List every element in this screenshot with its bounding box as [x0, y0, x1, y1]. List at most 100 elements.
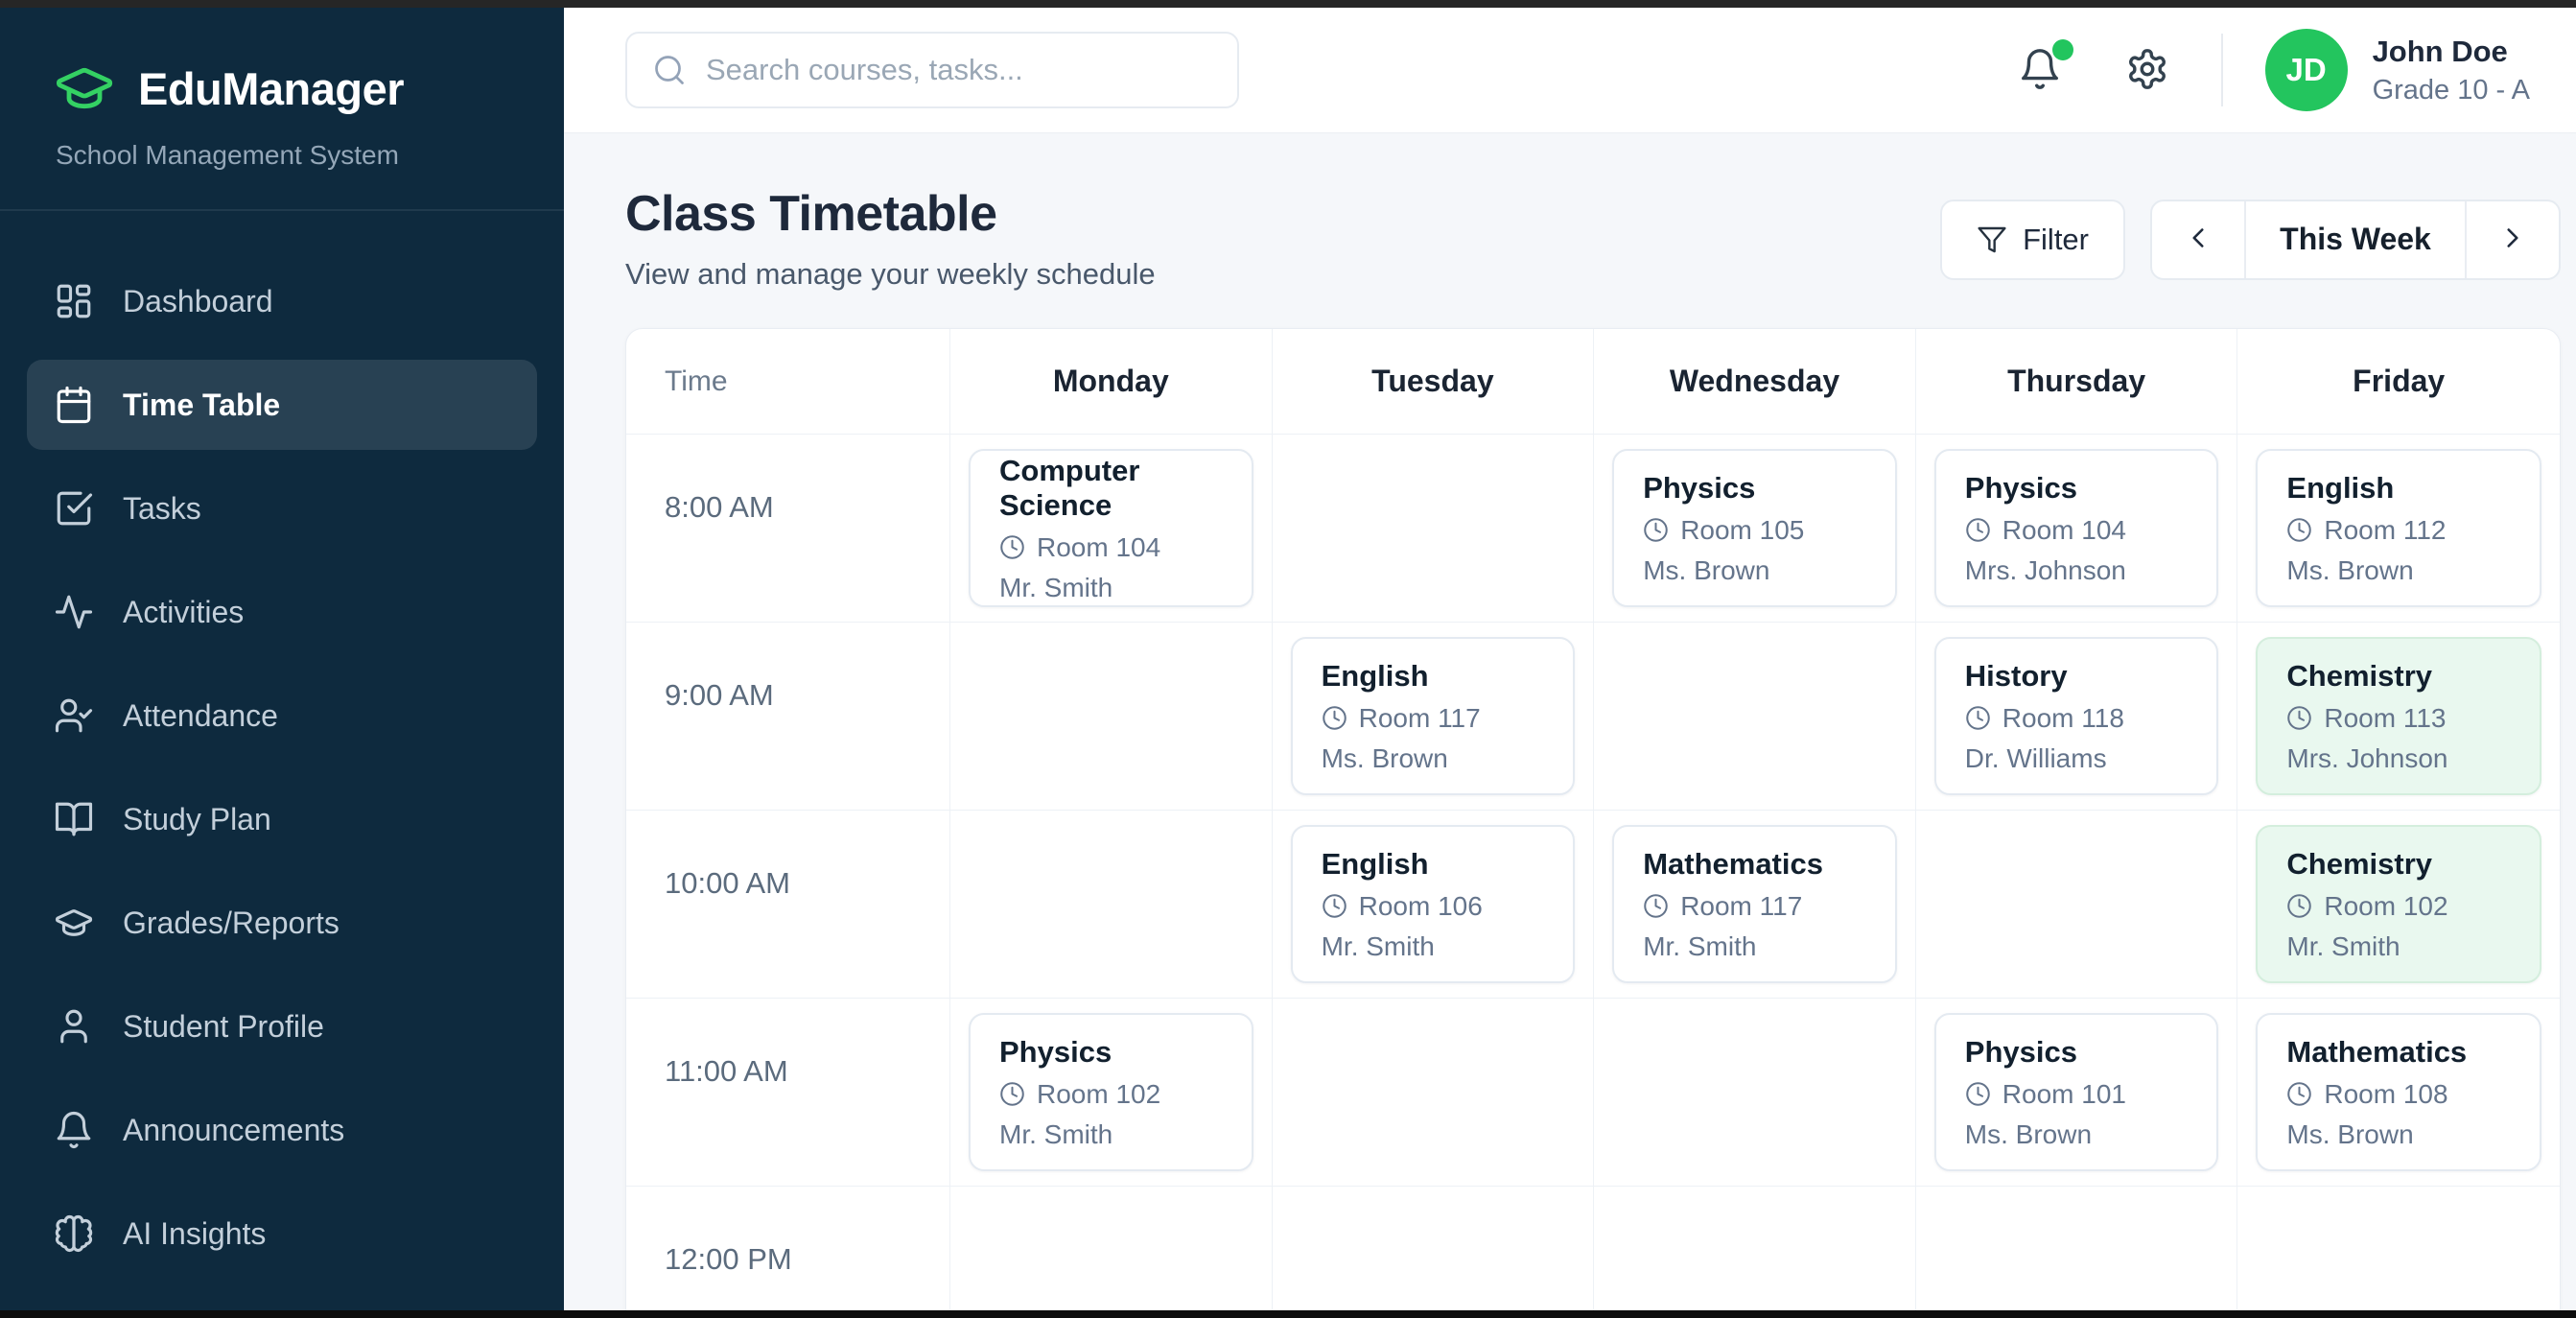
class-room: Room 104	[1037, 531, 1161, 562]
class-subject: English	[1321, 658, 1429, 693]
user-grade: Grade 10 - A	[2372, 74, 2530, 106]
class-teacher: Ms. Brown	[2286, 1118, 2414, 1149]
app-window: EduManager School Management System Dash…	[0, 8, 2576, 1318]
class-subject: Mathematics	[2286, 1034, 2468, 1069]
class-card[interactable]: English Room 117 Ms. Brown	[1290, 637, 1576, 796]
user-icon	[54, 1006, 94, 1047]
class-card[interactable]: History Room 118 Dr. Williams	[1933, 637, 2219, 796]
filter-label: Filter	[2023, 222, 2089, 256]
sidebar-item-label: AI Insights	[123, 1215, 267, 1251]
class-card[interactable]: Mathematics Room 108 Ms. Brown	[2256, 1013, 2541, 1172]
class-room: Room 117	[1680, 890, 1803, 921]
class-subject: History	[1964, 658, 2068, 693]
app-subtitle: School Management System	[56, 140, 399, 170]
column-header-wednesday: Wednesday	[1594, 329, 1916, 435]
sidebar: EduManager School Management System Dash…	[0, 8, 564, 1310]
timetable-cell	[1273, 1187, 1595, 1318]
class-subject: Physics	[1964, 470, 2077, 505]
sidebar-item-label: Activities	[123, 594, 245, 629]
timetable-cell: Chemistry Room 113 Mrs. Johnson	[2237, 623, 2560, 812]
class-card[interactable]: Physics Room 104 Mrs. Johnson	[1933, 449, 2219, 608]
class-card[interactable]: Mathematics Room 117 Mr. Smith	[1612, 825, 1897, 984]
timetable-cell: Physics Room 101 Ms. Brown	[1915, 999, 2238, 1188]
sidebar-item-grades-reports[interactable]: Grades/Reports	[27, 878, 537, 968]
column-header-friday: Friday	[2237, 329, 2560, 435]
class-card[interactable]: Chemistry Room 113 Mrs. Johnson	[2256, 637, 2541, 796]
search-box[interactable]	[625, 32, 1239, 108]
class-teacher: Ms. Brown	[1964, 1118, 2093, 1149]
class-card[interactable]: Computer Science Room 104 Mr. Smith	[969, 449, 1253, 608]
sidebar-item-time-table[interactable]: Time Table	[27, 360, 537, 450]
sidebar-item-activities[interactable]: Activities	[27, 567, 537, 657]
class-card[interactable]: Chemistry Room 102 Mr. Smith	[2256, 825, 2541, 984]
page-heading-block: Class Timetable View and manage your wee…	[625, 186, 1156, 292]
clock-icon	[999, 1081, 1025, 1107]
prev-week-button[interactable]	[2152, 201, 2244, 278]
column-header-thursday: Thursday	[1915, 329, 2238, 435]
clock-icon	[1643, 893, 1669, 919]
sidebar-item-dashboard[interactable]: Dashboard	[27, 256, 537, 346]
app-title: EduManager	[138, 62, 405, 114]
user-menu[interactable]: JD John Doe Grade 10 - A	[2264, 29, 2530, 111]
chevron-left-icon	[2182, 222, 2214, 257]
graduation-cap-icon	[54, 903, 94, 943]
content-header: Class Timetable View and manage your wee…	[625, 186, 2561, 292]
timetable-cell	[1915, 811, 2238, 1000]
next-week-button[interactable]	[2467, 201, 2559, 278]
class-room: Room 108	[2324, 1078, 2448, 1109]
sidebar-item-announcements[interactable]: Announcements	[27, 1085, 537, 1175]
class-room: Room 102	[2324, 890, 2448, 921]
calendar-icon	[54, 385, 94, 425]
class-card[interactable]: Physics Room 102 Mr. Smith	[969, 1013, 1253, 1172]
timetable-grid: Time Monday Tuesday Wednesday Thursday Friday…	[625, 328, 2561, 1318]
user-check-icon	[54, 695, 94, 736]
app-logo: EduManager	[0, 58, 564, 119]
timetable-cell	[1272, 435, 1595, 624]
search-input[interactable]	[706, 53, 1212, 87]
sidebar-item-tasks[interactable]: Tasks	[27, 463, 537, 553]
sidebar-item-label: Study Plan	[123, 801, 271, 836]
avatar[interactable]: JD	[2264, 29, 2348, 111]
timetable-controls: Filter This Week	[1940, 199, 2561, 280]
sidebar-item-ai-insights[interactable]: AI Insights	[27, 1189, 537, 1279]
settings-button[interactable]	[2116, 37, 2179, 104]
class-card[interactable]: English Room 106 Mr. Smith	[1290, 825, 1576, 984]
class-card[interactable]: English Room 112 Ms. Brown	[2256, 449, 2541, 608]
clock-icon	[999, 534, 1025, 560]
class-card[interactable]: Physics Room 105 Ms. Brown	[1612, 449, 1897, 608]
week-nav-divider	[2465, 200, 2467, 278]
class-teacher: Ms. Brown	[1321, 742, 1448, 773]
check-square-icon	[54, 488, 94, 529]
time-slot-label: 9:00 AM	[626, 623, 950, 812]
class-room-row: Room 104	[999, 532, 1223, 563]
clock-icon	[2286, 517, 2312, 543]
class-card[interactable]: Physics Room 101 Ms. Brown	[1933, 1013, 2219, 1172]
sidebar-item-study-plan[interactable]: Study Plan	[27, 774, 537, 864]
time-slot-label: 11:00 AM	[626, 999, 950, 1188]
class-subject: English	[2286, 470, 2395, 505]
content-area: Class Timetable View and manage your wee…	[564, 133, 2576, 1318]
class-room: Room 117	[1358, 702, 1481, 733]
class-room-row: Room 108	[2286, 1079, 2511, 1110]
user-name: John Doe	[2372, 34, 2508, 68]
filter-button[interactable]: Filter	[1940, 199, 2125, 280]
class-subject: Physics	[1964, 1034, 2077, 1069]
class-teacher: Mr. Smith	[1643, 930, 1757, 961]
class-room: Room 101	[2002, 1078, 2126, 1109]
clock-icon	[2286, 705, 2312, 731]
column-header-monday: Monday	[950, 329, 1273, 435]
time-slot-label: 12:00 PM	[626, 1187, 950, 1318]
class-subject: Mathematics	[1643, 846, 1823, 881]
sidebar-item-attendance[interactable]: Attendance	[27, 671, 537, 761]
class-room-row: Room 105	[1643, 515, 1866, 546]
class-room-row: Room 117	[1643, 891, 1866, 922]
timetable-cell	[1594, 999, 1916, 1188]
class-room-row: Room 112	[2286, 515, 2511, 546]
brain-icon	[54, 1213, 94, 1254]
clock-icon	[1965, 1081, 1991, 1107]
sidebar-item-student-profile[interactable]: Student Profile	[27, 981, 537, 1071]
timetable-cell	[1594, 623, 1916, 812]
class-teacher: Mr. Smith	[2286, 930, 2400, 961]
class-teacher: Mrs. Johnson	[2286, 742, 2448, 773]
notifications-button[interactable]	[2008, 37, 2073, 104]
